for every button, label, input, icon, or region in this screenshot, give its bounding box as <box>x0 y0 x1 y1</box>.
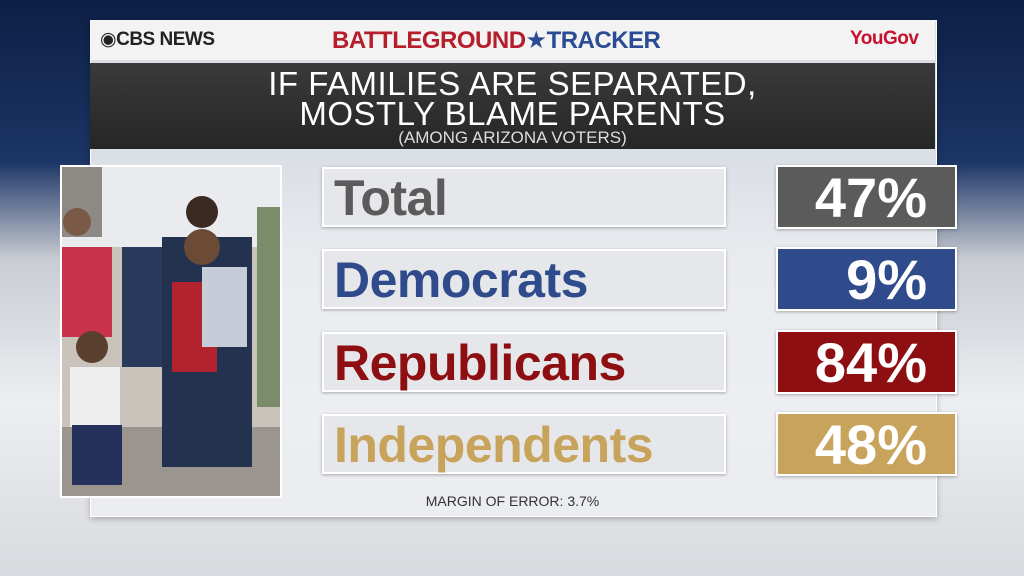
tracker-word: BATTLEGROUND <box>332 27 526 54</box>
title-box: IF FAMILIES ARE SEPARATED, MOSTLY BLAME … <box>90 63 935 149</box>
network-name: CBS NEWS <box>116 29 215 50</box>
group-label: Republicans <box>322 332 726 392</box>
group-label: Total <box>322 167 726 227</box>
title-line: MOSTLY BLAME PARENTS <box>299 95 726 132</box>
group-value: 48% <box>776 412 957 476</box>
pollster-logo: YouGov <box>850 28 919 49</box>
subtitle: (AMONG ARIZONA VOTERS) <box>398 128 627 147</box>
group-label: Independents <box>322 414 726 474</box>
header-bar <box>90 20 935 60</box>
photo-illustration <box>62 167 280 496</box>
tracker-logo: BATTLEGROUND★TRACKER <box>332 26 661 55</box>
tracker-word: TRACKER <box>546 27 661 54</box>
group-value: 9% <box>776 247 957 311</box>
network-logo: ◉CBS NEWS <box>100 29 215 50</box>
title-line: IF FAMILIES ARE SEPARATED, <box>268 65 757 102</box>
margin-of-error: MARGIN OF ERROR: 3.7% <box>425 493 600 509</box>
photo <box>60 165 282 498</box>
group-value: 84% <box>776 330 957 394</box>
group-value: 47% <box>776 165 957 229</box>
group-label: Democrats <box>322 249 726 309</box>
star-icon: ★ <box>525 27 548 54</box>
